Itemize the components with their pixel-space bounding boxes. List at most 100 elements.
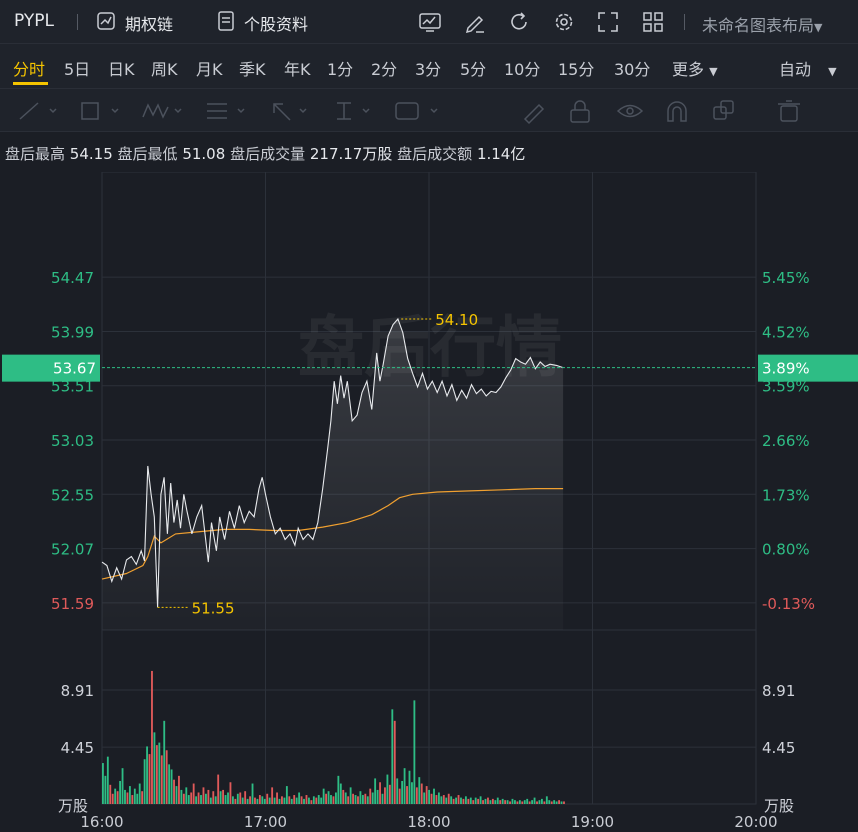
- trash-icon[interactable]: [778, 100, 800, 122]
- volume-bar: [482, 800, 484, 804]
- tab-intraday[interactable]: 分时: [13, 60, 46, 79]
- percent-tick-label: -0.13%: [762, 595, 815, 613]
- volume-bar: [506, 800, 509, 804]
- volume-bar: [553, 800, 556, 804]
- volume-bar: [195, 796, 198, 804]
- volume-bar: [325, 793, 328, 804]
- tab-15min[interactable]: 15分: [558, 60, 595, 79]
- price-line: [101, 317, 564, 608]
- tab-weekly[interactable]: 周K: [151, 60, 178, 79]
- volume-bar: [158, 742, 161, 804]
- x-tick-label: 18:00: [407, 813, 450, 831]
- tab-daily[interactable]: 日K: [108, 60, 135, 79]
- volume-bar: [359, 791, 362, 804]
- draw-icon[interactable]: [464, 11, 486, 33]
- measure-icon[interactable]: [337, 102, 370, 120]
- volume-bar: [273, 797, 276, 804]
- tab-3min[interactable]: 3分: [415, 60, 442, 79]
- volume-tick-label: 8.91: [61, 682, 94, 700]
- volume-bar: [305, 795, 308, 804]
- tab-30min[interactable]: 30分: [614, 60, 651, 79]
- volume-bar: [224, 795, 227, 804]
- eye-icon[interactable]: [616, 104, 644, 118]
- tab-5day[interactable]: 5日: [64, 60, 91, 79]
- magnet-icon[interactable]: [667, 101, 687, 122]
- rectangle-icon[interactable]: [81, 102, 119, 120]
- x-tick-label: 20:00: [734, 813, 777, 831]
- fib-icon[interactable]: [207, 103, 245, 119]
- volume-bar: [450, 796, 453, 804]
- volume-bar: [251, 783, 254, 804]
- chart-type-icon[interactable]: [419, 12, 441, 32]
- layout-grid-icon[interactable]: [642, 11, 664, 33]
- tab-5min[interactable]: 5分: [460, 60, 487, 79]
- volume-bar: [543, 801, 546, 804]
- fullscreen-icon[interactable]: [597, 11, 619, 33]
- volume-bar: [173, 779, 175, 804]
- tab-1min[interactable]: 1分: [327, 60, 354, 79]
- volume-bar: [295, 797, 298, 804]
- price-area-fill: [102, 319, 564, 630]
- tab-10min[interactable]: 10分: [504, 60, 541, 79]
- volume-bar: [499, 800, 502, 804]
- volume-bar: [227, 792, 229, 804]
- volume-bar: [246, 798, 249, 804]
- stock-profile-link[interactable]: 个股资料: [244, 15, 309, 34]
- volume-bar: [487, 797, 489, 804]
- trend-line-icon[interactable]: [19, 102, 57, 120]
- volume-bar: [511, 798, 514, 804]
- volume-bar: [283, 797, 286, 804]
- volume-bar: [234, 798, 237, 804]
- volume-bar: [178, 775, 180, 804]
- ah-high-value: 54.15: [69, 145, 113, 163]
- current-price-tag: [2, 354, 100, 382]
- chart-mode-dropdown[interactable]: 自动 ▼: [779, 56, 837, 80]
- volume-bar: [182, 793, 185, 804]
- pencil-icon[interactable]: [523, 103, 545, 125]
- volume-bar: [244, 791, 247, 804]
- copy-icon[interactable]: [713, 100, 734, 120]
- arrow-icon[interactable]: [273, 103, 307, 121]
- tab-quarterly[interactable]: 季K: [239, 60, 266, 79]
- text-label-icon[interactable]: [395, 102, 438, 120]
- volume-bar: [462, 798, 465, 804]
- layout-name-dropdown[interactable]: 未命名图表布局▼: [702, 12, 822, 36]
- volume-bar: [300, 796, 303, 804]
- volume-bar: [347, 796, 350, 804]
- settings-icon[interactable]: [553, 11, 575, 33]
- more-periods-dropdown[interactable]: 更多 ▼: [672, 56, 718, 80]
- volume-bar: [151, 670, 153, 804]
- volume-tick-label: 4.45: [61, 739, 94, 757]
- volume-bar: [354, 795, 357, 804]
- volume-bar: [128, 786, 131, 804]
- volume-bar: [538, 800, 541, 804]
- volume-bar: [472, 800, 475, 804]
- volume-bar: [254, 797, 256, 804]
- volume-bar: [143, 759, 146, 804]
- volume-bar: [207, 789, 210, 804]
- volume-bar: [536, 801, 538, 804]
- volume-bar: [403, 768, 406, 804]
- volume-bar: [452, 798, 455, 804]
- volume-bar: [440, 796, 443, 804]
- tab-yearly[interactable]: 年K: [284, 60, 311, 79]
- price-tick-label: 53.03: [51, 432, 94, 450]
- volume-bar: [197, 792, 200, 804]
- volume-bar: [418, 777, 421, 804]
- lock-icon[interactable]: [570, 100, 590, 123]
- volume-bar: [310, 800, 313, 804]
- volume-bar: [231, 796, 234, 804]
- volume-bar: [548, 800, 551, 804]
- volume-bar: [192, 783, 195, 804]
- tab-2min[interactable]: 2分: [371, 60, 398, 79]
- price-tick-label: 54.47: [51, 269, 94, 287]
- volume-bar: [339, 783, 342, 804]
- tab-monthly[interactable]: 月K: [196, 60, 223, 79]
- volume-bar: [102, 763, 104, 804]
- pattern-icon[interactable]: [142, 103, 182, 119]
- ticker-symbol[interactable]: PYPL: [14, 11, 54, 31]
- refresh-icon[interactable]: [508, 11, 530, 33]
- volume-bar: [428, 789, 431, 804]
- options-chain-link[interactable]: 期权链: [125, 15, 174, 34]
